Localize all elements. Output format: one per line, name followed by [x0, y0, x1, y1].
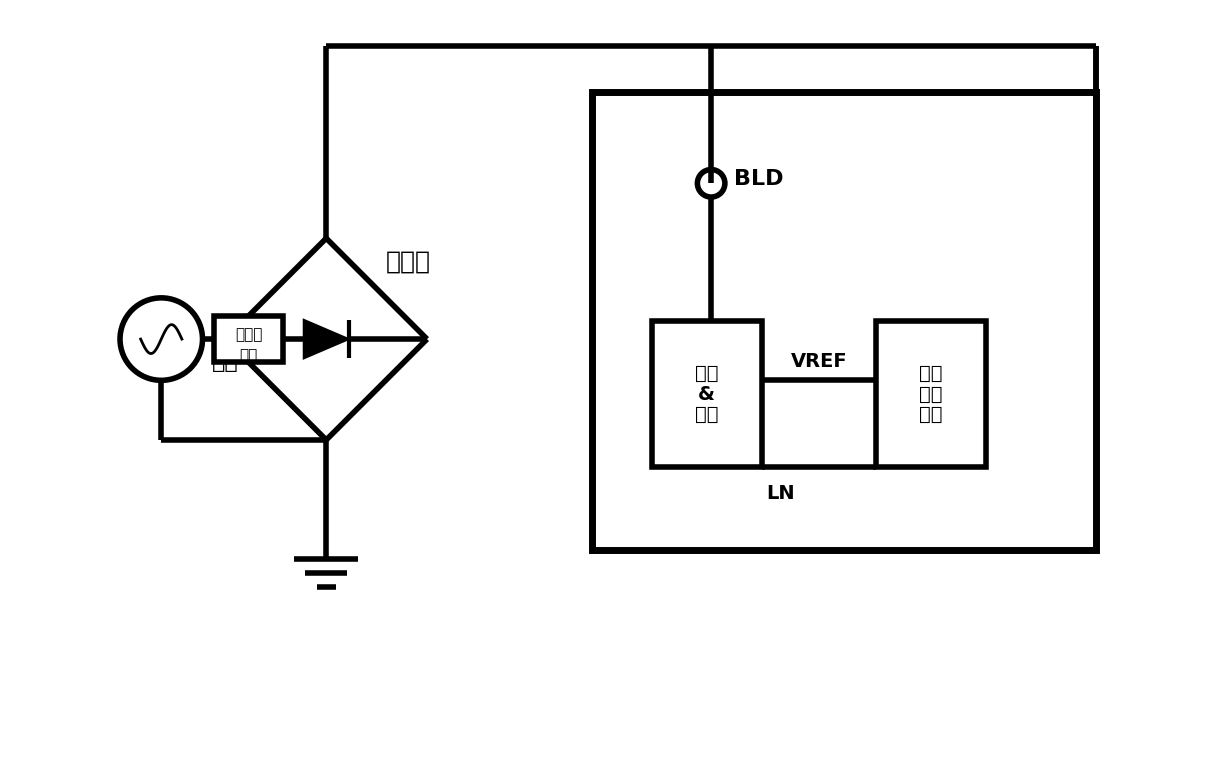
Text: &: & — [698, 385, 715, 404]
Text: 可控硅: 可控硅 — [235, 327, 263, 342]
Polygon shape — [303, 320, 349, 358]
Text: AC: AC — [211, 315, 246, 335]
Bar — [215, 316, 284, 362]
Text: LN: LN — [766, 484, 795, 503]
Text: 积分: 积分 — [695, 405, 718, 424]
Text: 开关: 开关 — [920, 365, 943, 383]
Text: BLD: BLD — [734, 169, 783, 189]
Bar — [592, 92, 1097, 550]
Text: VREF: VREF — [791, 352, 847, 371]
Bar — [652, 321, 761, 467]
Text: 处理: 处理 — [920, 405, 943, 424]
Text: 开关: 开关 — [239, 348, 258, 363]
Text: 取样: 取样 — [695, 365, 718, 383]
Text: 整流桥: 整流桥 — [386, 249, 431, 273]
Text: 电压: 电压 — [211, 352, 238, 372]
Text: 控制: 控制 — [920, 385, 943, 404]
Bar — [876, 321, 986, 467]
